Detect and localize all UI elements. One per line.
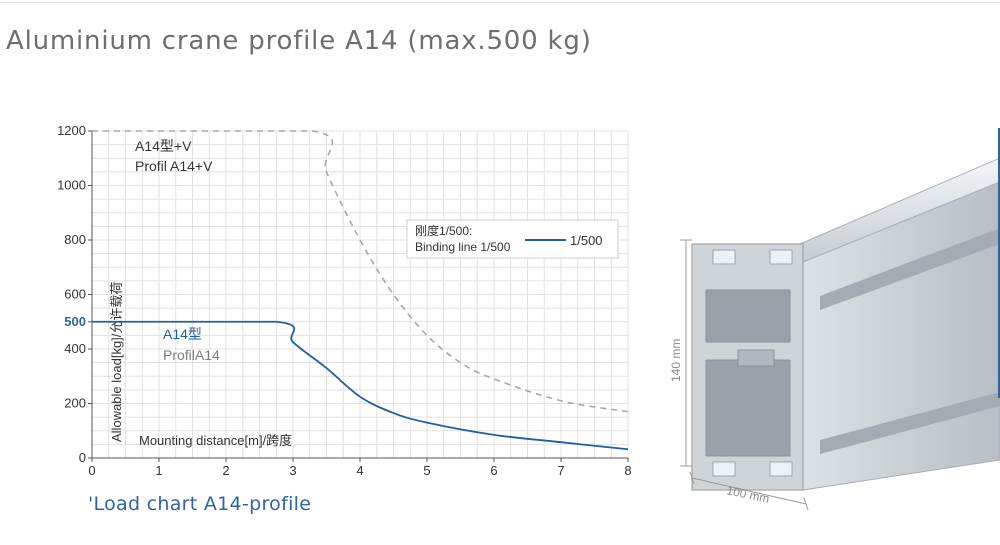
profile-illustration: 140 mm 100 mm <box>669 128 1000 511</box>
x-tick-label: 3 <box>289 463 296 478</box>
series-label-a14v-line2: Profil A14+V <box>135 158 213 174</box>
height-dimension-label: 140 mm <box>669 339 683 382</box>
x-tick-label: 2 <box>222 463 229 478</box>
x-axis-label: Mounting distance[m]/跨度 <box>139 433 292 448</box>
chart-legend: 刚度1/500: Binding line 1/500 1/500 <box>406 219 619 259</box>
profile-top-notch <box>769 249 793 265</box>
y-tick-label-highlight: 500 <box>64 314 86 329</box>
profile-front-slot <box>737 349 775 367</box>
y-tick-label: 600 <box>64 287 86 302</box>
y-axis-label: Allowable load[kg]/允许载荷 <box>109 282 124 442</box>
page-title: Aluminium crane profile A14 (max.500 kg) <box>6 26 592 56</box>
legend-entry-label: 1/500 <box>570 233 603 248</box>
x-tick-label: 7 <box>557 463 564 478</box>
series-line-a14v <box>92 130 629 413</box>
series-label-a14-line1: A14型 <box>163 326 202 342</box>
dimension-tick <box>803 497 809 511</box>
chart-tick-labels: 0 1 2 3 4 5 6 7 8 0 200 400 500 600 800 1000 1200 <box>57 123 632 478</box>
dimension-tick <box>689 471 695 485</box>
x-tick-label: 4 <box>356 463 363 478</box>
chart-grid <box>91 130 629 459</box>
y-tick-label: 0 <box>79 450 86 465</box>
y-tick-label: 400 <box>64 341 86 356</box>
height-dimension: 140 mm <box>669 239 692 467</box>
profile-front-slot <box>705 289 791 343</box>
top-divider <box>0 2 1000 3</box>
y-tick-label: 200 <box>64 396 86 411</box>
y-tick-label: 800 <box>64 232 86 247</box>
series-label-a14v-line1: A14型+V <box>135 138 192 154</box>
legend-subtitle: Binding line 1/500 <box>415 240 511 254</box>
load-chart: 0 1 2 3 4 5 6 7 8 0 200 400 500 600 800 1000 1200 A14型+V… <box>57 123 632 478</box>
chart-series <box>92 130 629 451</box>
series-label-a14-line2: ProfilA14 <box>163 347 220 363</box>
profile-side-groove <box>820 228 1000 310</box>
y-tick-label: 1000 <box>57 178 86 193</box>
x-tick-label: 5 <box>423 463 430 478</box>
series-line-a14 <box>92 320 629 451</box>
x-tick-label: 8 <box>624 463 631 478</box>
x-tick-label: 1 <box>155 463 162 478</box>
profile-side-groove <box>820 392 1000 454</box>
x-tick-label: 0 <box>88 463 95 478</box>
x-tick-label: 6 <box>490 463 497 478</box>
chart-caption: 'Load chart A14-profile <box>88 493 312 515</box>
profile-body <box>691 157 1000 491</box>
profile-bottom-notch <box>712 461 736 477</box>
legend-title: 刚度1/500: <box>415 223 472 238</box>
legend-box <box>406 219 619 259</box>
profile-top-notch <box>712 249 736 265</box>
profile-bottom-notch <box>769 461 793 477</box>
y-tick-label: 1200 <box>57 123 86 138</box>
dimension-line <box>691 477 807 505</box>
profile-front-slot <box>705 359 791 457</box>
